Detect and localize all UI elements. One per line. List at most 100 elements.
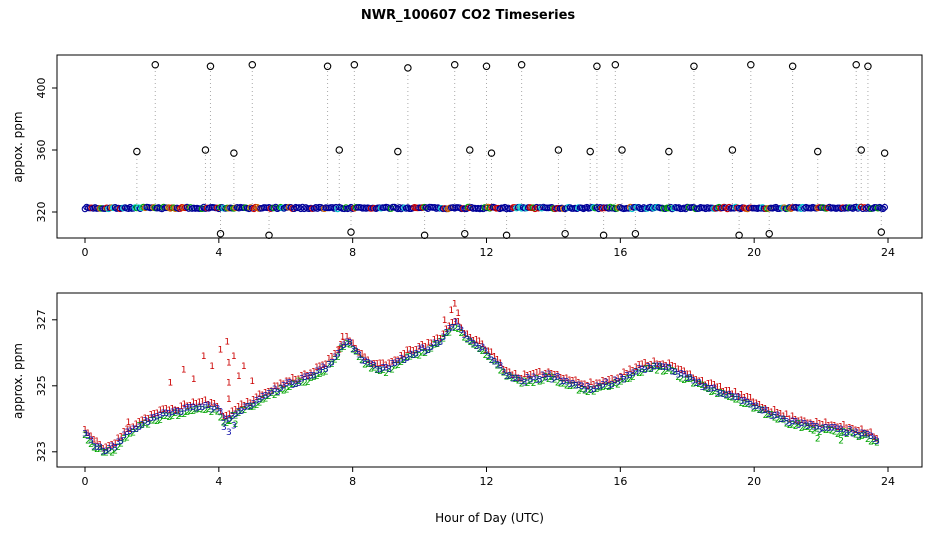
- svg-text:1: 1: [724, 386, 730, 396]
- bottom-y-tick-label: 325: [35, 375, 48, 396]
- svg-text:1: 1: [663, 361, 669, 371]
- svg-text:2: 2: [344, 340, 350, 350]
- svg-text:1: 1: [645, 361, 651, 371]
- svg-text:2: 2: [338, 345, 344, 355]
- svg-text:2: 2: [443, 329, 449, 339]
- svg-text:3: 3: [754, 402, 760, 412]
- svg-text:1: 1: [203, 396, 209, 406]
- svg-text:3: 3: [404, 354, 410, 364]
- svg-text:3: 3: [763, 406, 769, 416]
- svg-text:2: 2: [579, 385, 585, 395]
- svg-text:3: 3: [453, 318, 459, 328]
- svg-text:2: 2: [206, 405, 212, 415]
- svg-text:2: 2: [504, 372, 510, 382]
- svg-text:3: 3: [118, 437, 124, 447]
- svg-text:3: 3: [684, 374, 690, 384]
- svg-text:3: 3: [206, 401, 212, 411]
- svg-text:3: 3: [169, 408, 175, 418]
- svg-text:1: 1: [226, 395, 232, 405]
- svg-text:1: 1: [480, 340, 486, 350]
- svg-text:1: 1: [769, 408, 775, 418]
- top-x-tick-label: 24: [881, 246, 895, 259]
- svg-text:2: 2: [224, 419, 230, 429]
- svg-text:3: 3: [600, 380, 606, 390]
- svg-text:3: 3: [209, 405, 215, 415]
- svg-text:3: 3: [456, 323, 462, 333]
- svg-text:1: 1: [588, 378, 594, 388]
- svg-text:3: 3: [251, 400, 257, 410]
- svg-text:3: 3: [603, 378, 609, 388]
- svg-text:3: 3: [847, 425, 853, 435]
- svg-text:2: 2: [188, 407, 194, 417]
- svg-text:2: 2: [787, 421, 793, 431]
- svg-text:3: 3: [702, 382, 708, 392]
- svg-text:1: 1: [835, 423, 841, 433]
- svg-text:1: 1: [862, 429, 868, 439]
- svg-text:2: 2: [603, 382, 609, 392]
- svg-text:3: 3: [380, 363, 386, 373]
- svg-text:1: 1: [133, 420, 139, 430]
- svg-text:1: 1: [91, 436, 97, 446]
- chart-title: NWR_100607 CO2 Timeseries: [360, 8, 576, 23]
- svg-text:2: 2: [178, 410, 184, 420]
- svg-text:1: 1: [510, 371, 516, 381]
- svg-text:2: 2: [407, 352, 413, 362]
- svg-text:1: 1: [377, 359, 383, 369]
- svg-text:1: 1: [871, 433, 877, 443]
- svg-text:3: 3: [687, 374, 693, 384]
- svg-text:3: 3: [654, 362, 660, 372]
- svg-text:3: 3: [254, 396, 260, 406]
- svg-text:1: 1: [338, 341, 344, 351]
- svg-text:1: 1: [356, 349, 362, 359]
- svg-text:1: 1: [374, 360, 380, 370]
- svg-text:2: 2: [489, 356, 495, 366]
- svg-text:2: 2: [269, 389, 275, 399]
- svg-text:1: 1: [299, 371, 305, 381]
- svg-text:1: 1: [555, 371, 561, 381]
- svg-text:2: 2: [660, 367, 666, 377]
- svg-text:1: 1: [275, 382, 281, 392]
- svg-text:1: 1: [209, 362, 215, 372]
- svg-text:3: 3: [615, 377, 621, 387]
- svg-text:1: 1: [633, 363, 639, 373]
- svg-text:2: 2: [311, 373, 317, 383]
- svg-text:2: 2: [751, 405, 757, 415]
- svg-text:2: 2: [446, 328, 452, 338]
- svg-text:2: 2: [552, 375, 558, 385]
- svg-text:1: 1: [684, 370, 690, 380]
- svg-text:1: 1: [443, 325, 449, 335]
- svg-text:3: 3: [862, 430, 868, 440]
- svg-text:3: 3: [739, 397, 745, 407]
- svg-text:1: 1: [127, 425, 133, 435]
- svg-text:3: 3: [624, 371, 630, 381]
- svg-text:2: 2: [784, 419, 790, 429]
- svg-text:2: 2: [705, 385, 711, 395]
- svg-text:1: 1: [582, 380, 588, 390]
- svg-text:3: 3: [356, 351, 362, 361]
- svg-text:2: 2: [142, 419, 148, 429]
- svg-text:2: 2: [284, 385, 290, 395]
- svg-text:2: 2: [815, 435, 821, 445]
- svg-text:3: 3: [868, 432, 874, 442]
- svg-text:1: 1: [341, 339, 347, 349]
- svg-text:3: 3: [459, 326, 465, 336]
- svg-text:3: 3: [477, 344, 483, 354]
- svg-text:2: 2: [103, 448, 109, 458]
- svg-text:1: 1: [621, 368, 627, 378]
- svg-text:1: 1: [826, 422, 832, 432]
- svg-text:2: 2: [739, 399, 745, 409]
- svg-text:1: 1: [678, 365, 684, 375]
- svg-text:3: 3: [636, 365, 642, 375]
- svg-text:1: 1: [401, 350, 407, 360]
- top-x-tick-label: 12: [480, 246, 494, 259]
- svg-text:2: 2: [775, 416, 781, 426]
- svg-text:2: 2: [636, 369, 642, 379]
- svg-text:2: 2: [106, 447, 112, 457]
- svg-text:1: 1: [775, 409, 781, 419]
- svg-text:1: 1: [778, 410, 784, 420]
- svg-text:2: 2: [118, 439, 124, 449]
- svg-text:1: 1: [856, 426, 862, 436]
- svg-text:3: 3: [245, 402, 251, 412]
- svg-text:1: 1: [802, 417, 808, 427]
- bottom-y-tick-label: 327: [35, 309, 48, 330]
